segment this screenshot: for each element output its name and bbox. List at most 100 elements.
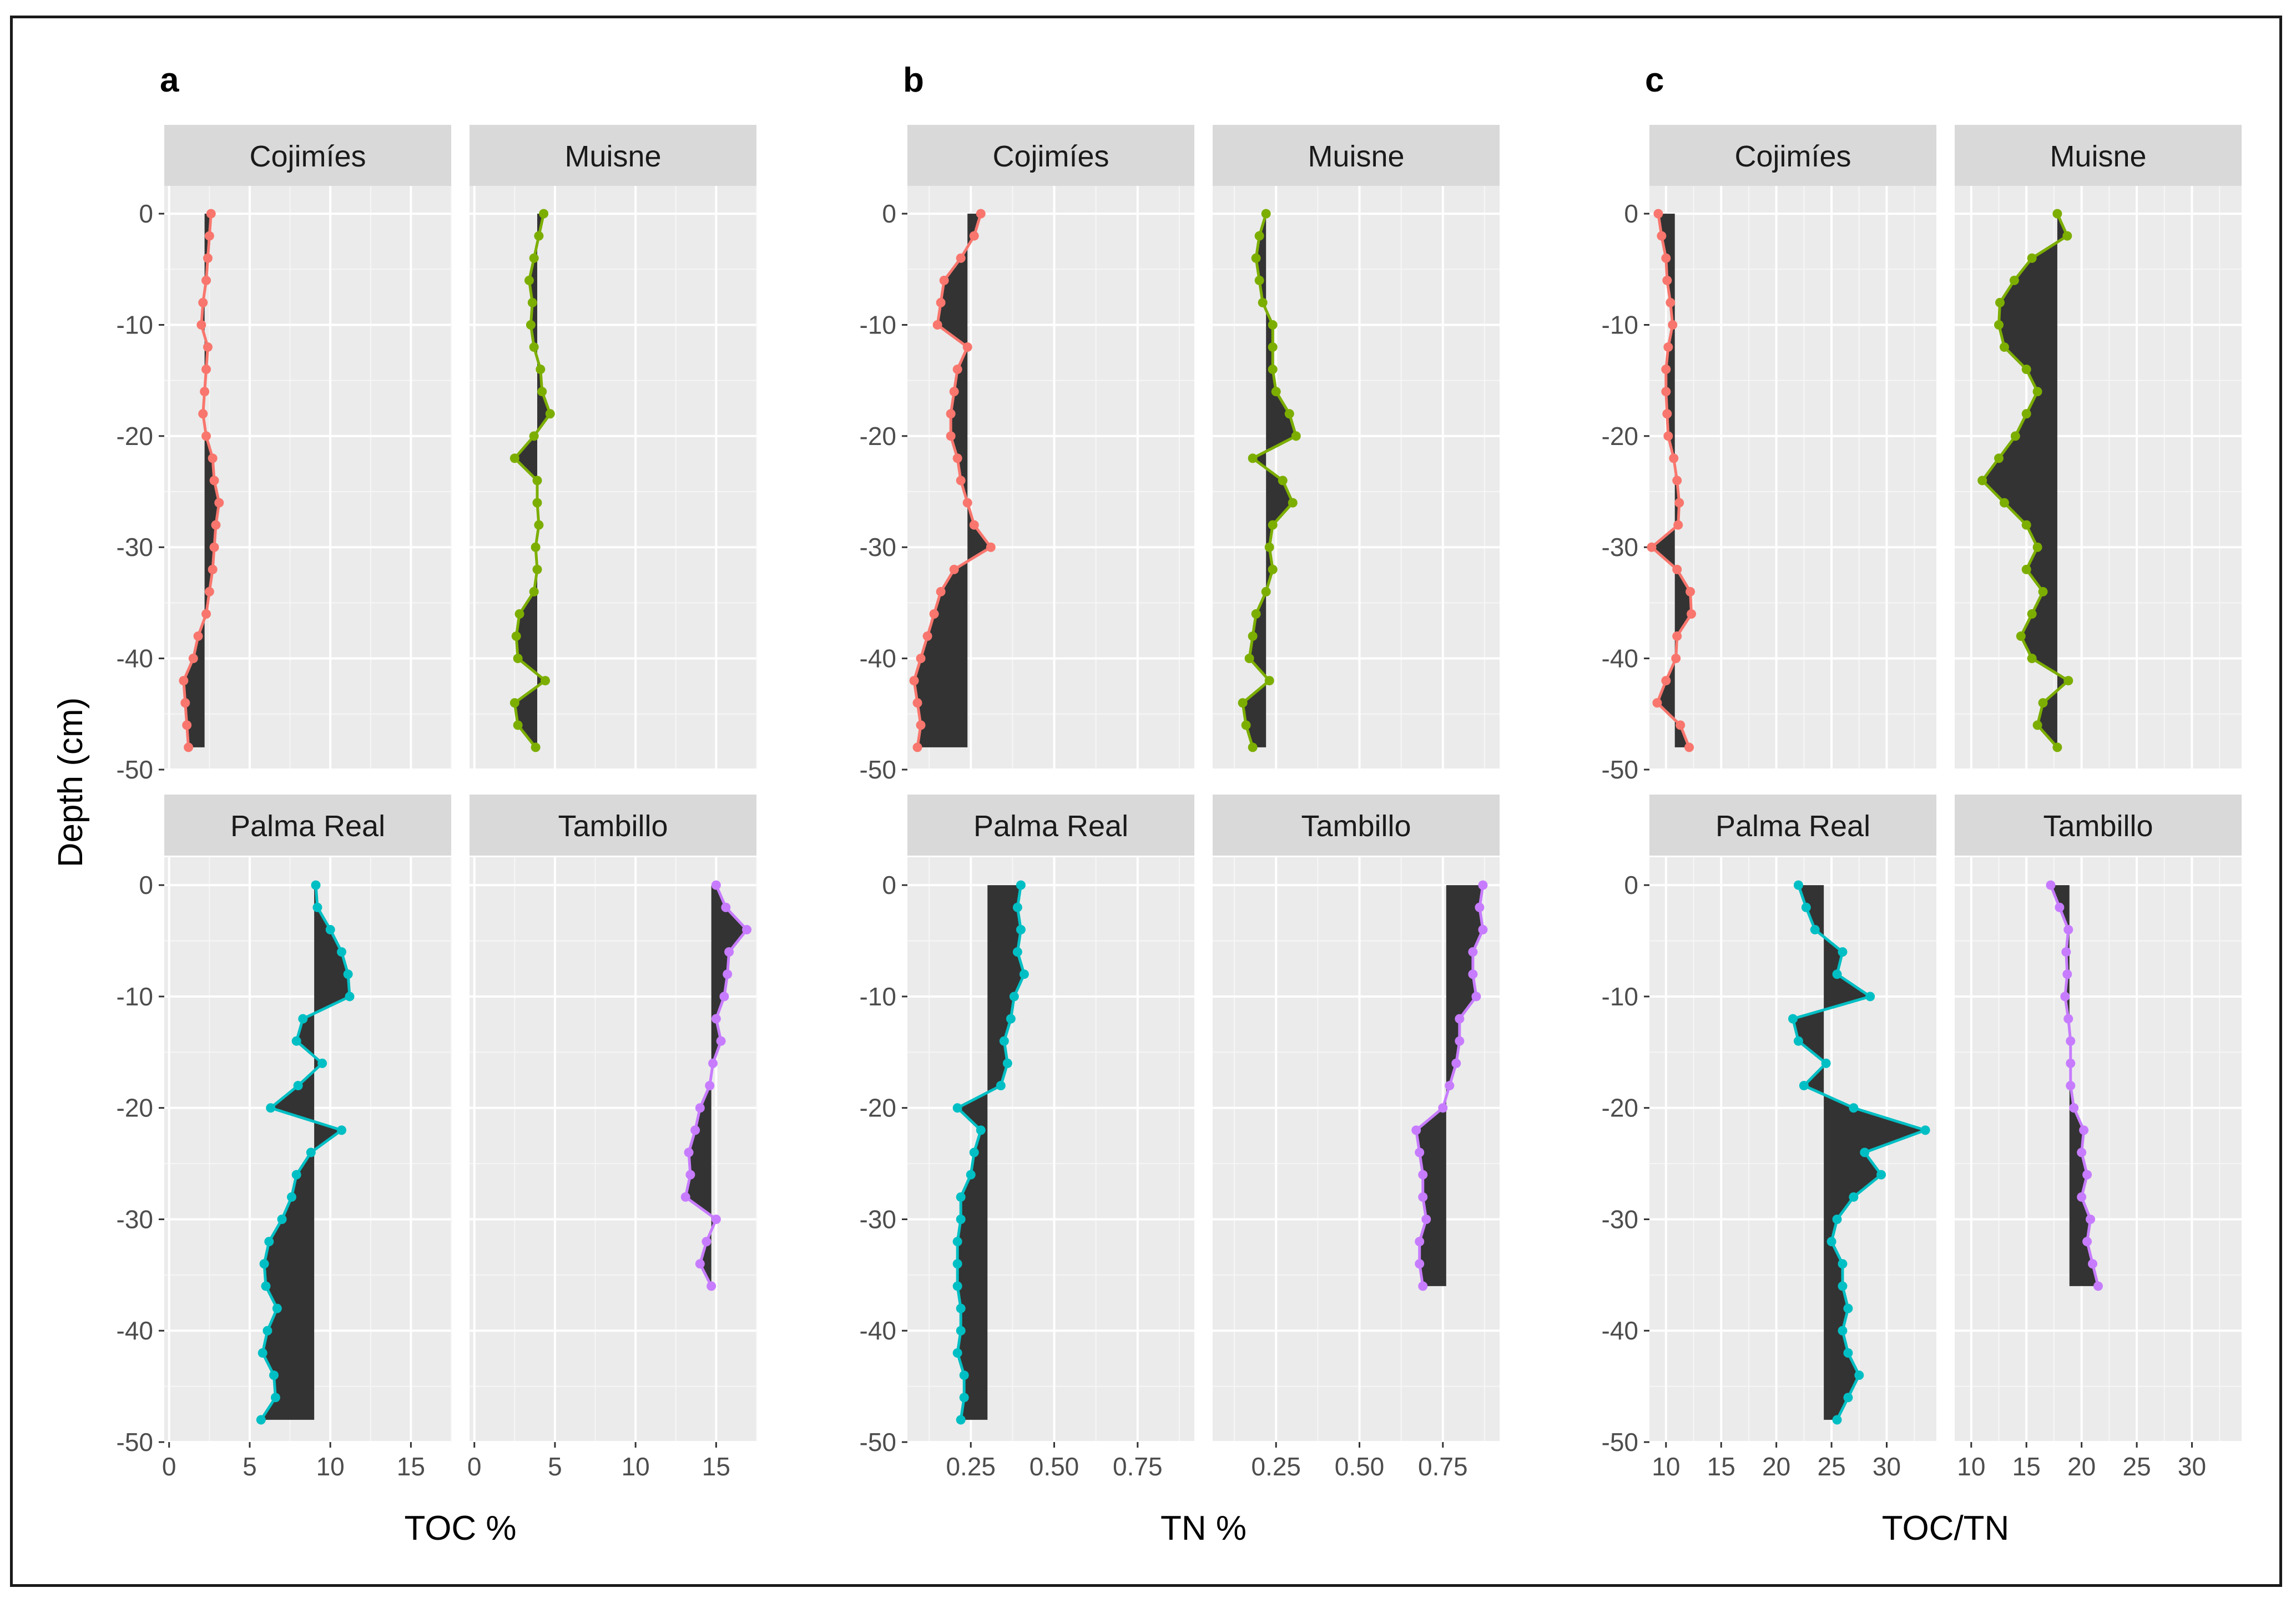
- data-point: [708, 1058, 718, 1068]
- data-point: [695, 1103, 705, 1113]
- data-point: [1684, 742, 1694, 752]
- y-tick-label: -10: [117, 310, 153, 339]
- data-point: [707, 1281, 716, 1291]
- y-tick-label: -40: [860, 1316, 896, 1345]
- data-point: [1006, 1014, 1016, 1024]
- data-point: [293, 1081, 303, 1091]
- facet-strip-label: Palma Real: [973, 810, 1128, 843]
- data-point: [1669, 453, 1679, 463]
- data-point: [1284, 409, 1294, 419]
- data-point: [1849, 1192, 1859, 1202]
- data-point: [922, 631, 932, 641]
- data-point: [201, 275, 211, 285]
- data-point: [1994, 453, 2004, 463]
- y-tick-label: -20: [1602, 422, 1638, 451]
- data-point: [1455, 1014, 1465, 1024]
- y-tick-label: 0: [882, 199, 896, 228]
- data-point: [956, 1214, 966, 1224]
- facet-strip: [1213, 795, 1500, 856]
- data-point: [545, 409, 555, 419]
- data-point: [531, 542, 541, 552]
- data-point: [1687, 609, 1697, 619]
- y-axis-title: Depth (cm): [52, 697, 90, 868]
- data-point: [2079, 1125, 2089, 1135]
- data-point: [261, 1281, 271, 1291]
- facet-c-cojimíes: Cojimíes 0 -10 -20 -30 -40 -50: [1602, 125, 1936, 784]
- data-point: [2077, 1192, 2087, 1202]
- data-point: [949, 564, 959, 574]
- data-point: [2009, 275, 2019, 285]
- data-point: [513, 720, 523, 730]
- data-point: [956, 253, 966, 263]
- facet-strip-label: Tambillo: [1301, 810, 1411, 843]
- data-point: [201, 609, 211, 619]
- facet-a-tambillo: Tambillo 0 5 10 15: [467, 795, 757, 1481]
- y-tick-label: -30: [1602, 533, 1638, 562]
- facet-strip-label: Palma Real: [1715, 810, 1870, 843]
- data-point: [514, 609, 524, 619]
- data-point: [969, 231, 979, 241]
- data-point: [198, 409, 208, 419]
- data-point: [1244, 654, 1254, 664]
- y-tick-label: -30: [117, 533, 153, 562]
- data-point: [916, 720, 926, 730]
- data-point: [680, 1192, 690, 1202]
- data-point: [1686, 586, 1695, 596]
- y-tick-label: 0: [139, 871, 153, 899]
- facet-background: [1955, 857, 2242, 1442]
- facet-strip: [164, 125, 451, 186]
- data-point: [317, 1058, 327, 1068]
- y-tick-label: -50: [117, 1428, 153, 1457]
- data-point: [946, 409, 956, 419]
- facet-strip-label: Muisne: [564, 140, 661, 173]
- anomaly-fill: [1793, 885, 1926, 1420]
- data-point: [956, 476, 966, 486]
- data-point: [2061, 947, 2071, 957]
- data-point: [209, 542, 219, 552]
- y-tick-label: -50: [860, 755, 896, 784]
- data-point: [721, 902, 731, 912]
- data-point: [2060, 992, 2070, 1002]
- data-point: [949, 387, 959, 397]
- data-point: [1843, 1393, 1853, 1403]
- data-point: [536, 365, 546, 375]
- data-point: [1278, 476, 1288, 486]
- panel-letter-a: a: [160, 61, 179, 99]
- data-point: [742, 924, 752, 934]
- data-point: [539, 209, 549, 219]
- data-point: [203, 342, 213, 352]
- data-point: [1676, 720, 1686, 730]
- data-point: [1672, 564, 1682, 574]
- data-point: [206, 209, 216, 219]
- data-point: [286, 1192, 296, 1202]
- data-point: [2021, 365, 2031, 375]
- anomaly-fill: [261, 885, 350, 1420]
- x-axis-title-c: TOC/TN: [1882, 1509, 2010, 1548]
- data-point: [2063, 924, 2073, 934]
- facet-background: [1649, 857, 1936, 1442]
- data-point: [711, 1214, 721, 1224]
- data-point: [2038, 698, 2048, 708]
- data-point: [509, 698, 519, 708]
- facet-strip-label: Palma Real: [230, 810, 385, 843]
- data-point: [932, 320, 942, 330]
- facet-b-palma-real: Palma Real 0 -10 -20 -30 -40 -50 0.25 0.50 0.75: [860, 795, 1194, 1481]
- data-point: [1012, 947, 1022, 957]
- data-point: [1788, 1014, 1798, 1024]
- data-point: [1268, 320, 1278, 330]
- data-point: [2016, 631, 2026, 641]
- data-point: [1801, 902, 1811, 912]
- data-point: [1411, 1125, 1421, 1135]
- data-point: [719, 992, 729, 1002]
- data-point: [1268, 365, 1278, 375]
- facet-strip-label: Muisne: [2050, 140, 2146, 173]
- data-point: [1673, 520, 1683, 530]
- data-point: [2010, 431, 2020, 441]
- data-point: [527, 297, 537, 307]
- x-tick-label: 10: [1652, 1452, 1680, 1481]
- data-point: [1672, 476, 1682, 486]
- data-point: [537, 387, 547, 397]
- data-point: [2088, 1259, 2098, 1269]
- facet-strip: [907, 125, 1194, 186]
- data-point: [513, 654, 523, 664]
